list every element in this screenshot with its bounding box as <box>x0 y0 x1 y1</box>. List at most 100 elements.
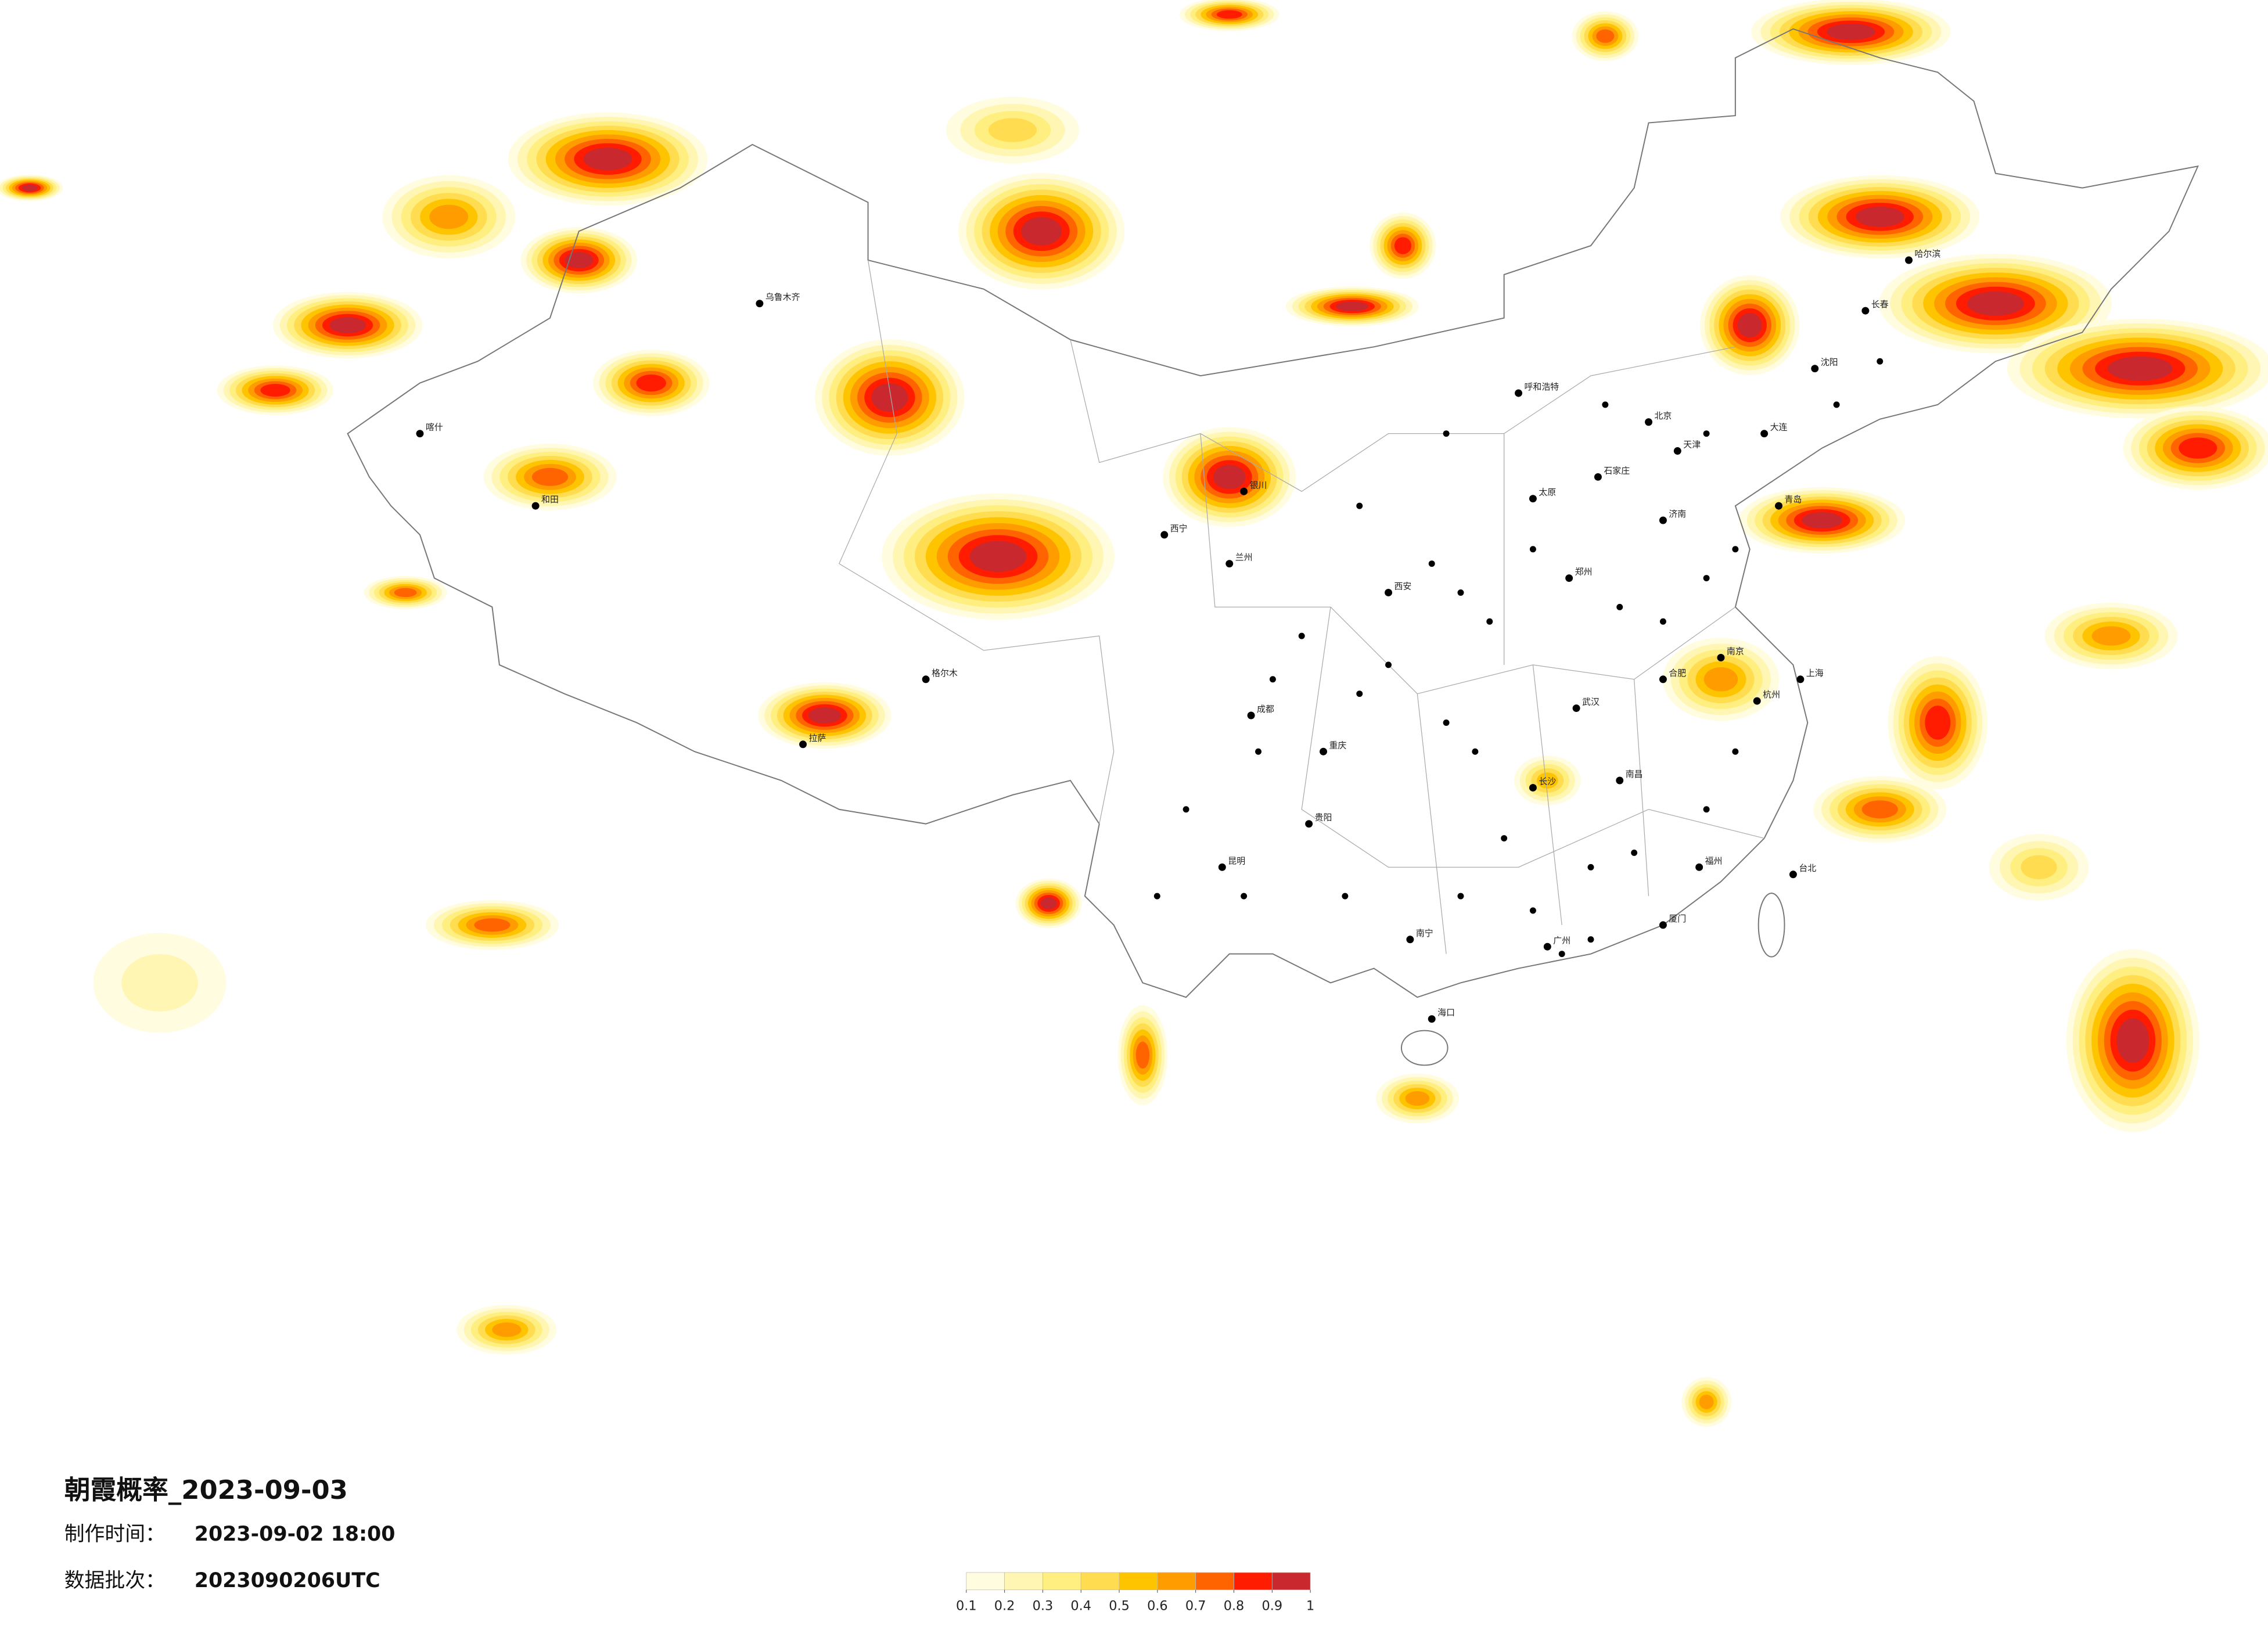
probability-patch <box>1827 23 1875 40</box>
city-label: 厦门 <box>1669 913 1686 924</box>
city-label: 南宁 <box>1416 928 1433 938</box>
colorbar-segment <box>1004 1572 1043 1591</box>
city-dot <box>1861 307 1870 315</box>
town-dot <box>1443 430 1450 437</box>
city-label: 成都 <box>1257 704 1274 714</box>
city-label: 武汉 <box>1582 697 1600 707</box>
city-dot <box>1529 495 1537 503</box>
city-dot <box>1616 776 1624 785</box>
city-label: 合肥 <box>1669 668 1686 678</box>
city-dot <box>1543 942 1551 951</box>
city-label: 天津 <box>1683 440 1701 450</box>
colorbar-tick-label: 0.4 <box>1070 1599 1091 1614</box>
probability-patch <box>1737 313 1762 337</box>
batch-label: 数据批次： <box>64 1569 166 1592</box>
town-dot <box>1732 546 1739 553</box>
colorbar-segment <box>1119 1572 1158 1591</box>
hainan <box>1400 1030 1448 1066</box>
probability-patch <box>474 918 511 932</box>
town-dot <box>1486 618 1493 625</box>
town-dot <box>1269 676 1276 683</box>
probability-patch <box>429 204 469 229</box>
probability-patch <box>1861 800 1898 819</box>
city-label: 长沙 <box>1539 776 1556 786</box>
title: 朝霞概率_2023-09-03 <box>64 1474 348 1505</box>
city-dot <box>1240 487 1248 495</box>
town-dot <box>1255 748 1262 755</box>
town-dot <box>1529 546 1536 553</box>
city-label: 广州 <box>1553 935 1570 945</box>
probability-patch <box>1855 206 1904 227</box>
probability-patch <box>988 118 1037 142</box>
batch-value: 2023090206UTC <box>195 1569 380 1592</box>
probability-patch <box>1405 1091 1430 1106</box>
boundaries <box>347 28 2199 1066</box>
probability-patch <box>1596 29 1615 43</box>
town-dot <box>1428 560 1435 567</box>
colorbar-tick-label: 0.3 <box>1033 1599 1054 1614</box>
city-dot <box>1225 560 1234 568</box>
colorbar-tick-label: 0.9 <box>1262 1599 1283 1614</box>
town-dot <box>1732 748 1739 755</box>
city-label: 长春 <box>1871 299 1889 310</box>
probability-patch <box>2091 626 2131 646</box>
probability-patch <box>1021 217 1062 246</box>
made-time-label: 制作时间： <box>64 1523 166 1546</box>
city-label: 重庆 <box>1329 740 1347 750</box>
city-dot <box>1760 430 1769 438</box>
colorbar-segment <box>1271 1572 1311 1591</box>
town-dot <box>1443 719 1450 726</box>
city-dot <box>1320 747 1328 756</box>
town-dot <box>1602 401 1609 408</box>
city-label: 郑州 <box>1575 567 1593 577</box>
city-dot <box>416 430 424 438</box>
city-label: 福州 <box>1705 855 1723 866</box>
city-dot <box>1659 516 1667 524</box>
town-dot <box>1558 951 1565 958</box>
city-label: 银川 <box>1250 480 1267 490</box>
city-dot <box>1811 365 1819 373</box>
city-dot <box>531 502 540 510</box>
probability-patch <box>1925 706 1951 740</box>
country-border <box>347 28 2199 998</box>
city-dot <box>1160 531 1169 539</box>
town-dot <box>1385 661 1392 668</box>
colorbar-segment <box>1195 1572 1234 1591</box>
city-dot <box>1905 256 1913 264</box>
city-dot <box>1247 711 1255 720</box>
probability-patch <box>2107 356 2173 381</box>
city-label: 青岛 <box>1785 494 1802 505</box>
city-label: 乌鲁木齐 <box>765 292 800 303</box>
city-dot <box>1789 870 1797 879</box>
town-dot <box>1587 864 1594 870</box>
city-label: 济南 <box>1669 509 1686 519</box>
city-label: 喀什 <box>426 422 443 433</box>
probability-patch <box>2116 1018 2150 1063</box>
town-dot <box>1457 589 1464 596</box>
town-dot <box>1182 806 1189 813</box>
city-label: 格尔木 <box>932 668 958 678</box>
city-label: 太原 <box>1539 487 1556 498</box>
city-label: 海口 <box>1437 1008 1455 1018</box>
probability-patch <box>21 184 38 192</box>
city-label: 拉萨 <box>809 733 826 743</box>
town-dot <box>1703 806 1710 813</box>
city-dot <box>1218 863 1226 871</box>
city-dot <box>799 740 807 749</box>
city-label: 呼和浩特 <box>1525 382 1559 392</box>
colorbar-segment <box>1234 1572 1273 1591</box>
town-dot <box>1529 907 1536 914</box>
probability-patch <box>2179 437 2217 459</box>
city-label: 上海 <box>1806 668 1824 678</box>
probability-patch <box>492 1322 522 1337</box>
city-label: 和田 <box>541 494 559 505</box>
colorbar-tick-label: 1 <box>1306 1599 1314 1614</box>
town-dot <box>1703 575 1710 582</box>
probability-patch <box>583 148 632 171</box>
taiwan <box>1757 893 1785 958</box>
town-dot <box>1587 936 1594 943</box>
probability-patch <box>329 317 366 333</box>
probability-patch <box>1213 465 1246 490</box>
